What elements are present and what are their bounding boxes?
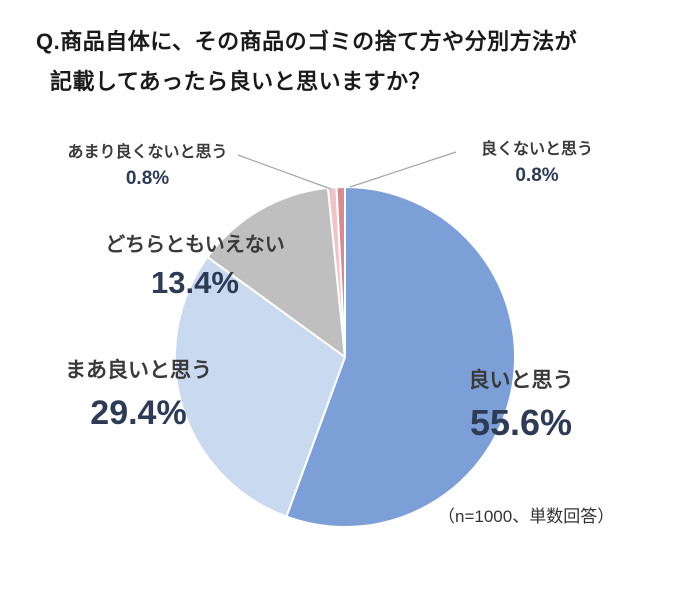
annotation-dochira: どちらともいえない 13.4%: [90, 228, 300, 301]
chart-title-line1: Q.商品自体に、その商品のゴミの捨て方や分別方法が: [36, 29, 578, 54]
annotation-label: あまり良くないと思う: [67, 144, 228, 161]
annotation-label: 良くないと思う: [480, 141, 593, 158]
leader-line-left: [237, 154, 332, 190]
annotation-label: 良いと思う: [468, 369, 574, 392]
annotation-value: 55.6%: [469, 402, 573, 443]
pie-slice-2: [206, 186, 346, 358]
pie-slice-0: [285, 186, 516, 528]
annotation-value: 13.4%: [151, 265, 239, 300]
leader-line-right: [349, 151, 457, 188]
annotation-value: 29.4%: [90, 394, 187, 432]
annotation-yoi: 良いと思う 55.6%: [426, 364, 616, 444]
annotation-yokunai: 良くないと思う 0.8%: [452, 135, 622, 187]
pie-slice-1: [174, 256, 346, 518]
annotation-value: 0.8%: [125, 168, 170, 189]
annotation-value: 0.8%: [515, 165, 559, 186]
annotation-label: どちらともいえない: [105, 234, 285, 256]
annotation-label: まあ良いと思う: [65, 359, 212, 382]
pie-slices: [174, 185, 516, 528]
annotation-maa-yoi: まあ良いと思う 29.4%: [36, 354, 241, 433]
chart-title-line2: 記載してあったら良いと思いますか？: [50, 69, 432, 94]
pie-slice-4: [335, 185, 346, 358]
sample-note: （n=1000、単数回答）: [438, 507, 615, 526]
annotation-amari-yokunai: あまり良くないと思う 0.8%: [50, 138, 245, 190]
